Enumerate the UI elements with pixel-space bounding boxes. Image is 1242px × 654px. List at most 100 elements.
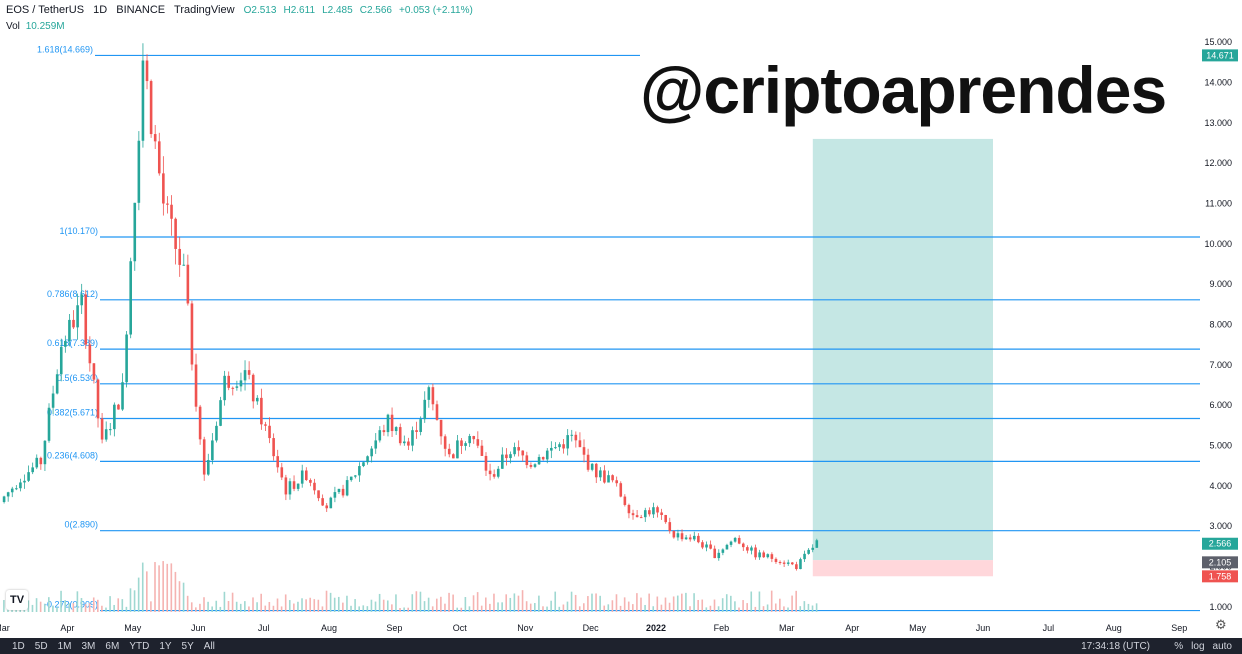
candle-body[interactable] <box>664 515 667 523</box>
candle-body[interactable] <box>558 444 561 448</box>
candle-body[interactable] <box>198 406 202 440</box>
candle-body[interactable] <box>10 488 14 493</box>
candle-body[interactable] <box>607 475 610 483</box>
candle-body[interactable] <box>537 457 541 465</box>
gear-icon[interactable]: ⚙ <box>1215 617 1227 632</box>
range-button-ytd[interactable]: YTD <box>129 641 150 652</box>
candle-body[interactable] <box>72 319 75 328</box>
candle-body[interactable] <box>280 467 284 478</box>
price-label-box[interactable] <box>1202 556 1238 569</box>
candle-body[interactable] <box>174 218 177 249</box>
candle-body[interactable] <box>31 467 34 473</box>
candle-body[interactable] <box>468 436 471 444</box>
candle-body[interactable] <box>435 404 439 420</box>
candle-body[interactable] <box>15 488 18 490</box>
candle-body[interactable] <box>541 457 545 460</box>
candle-body[interactable] <box>321 498 324 506</box>
candle-body[interactable] <box>529 465 533 467</box>
candle-body[interactable] <box>815 540 819 548</box>
candle-body[interactable] <box>790 562 794 565</box>
candle-body[interactable] <box>709 544 712 549</box>
candle-body[interactable] <box>80 294 83 306</box>
candle-body[interactable] <box>684 537 688 540</box>
candle-body[interactable] <box>648 510 651 515</box>
candle-body[interactable] <box>329 497 333 509</box>
candle-body[interactable] <box>456 440 459 459</box>
candle-body[interactable] <box>386 414 390 433</box>
candle-body[interactable] <box>762 552 766 558</box>
candle-body[interactable] <box>325 505 329 509</box>
long-position-stop-zone[interactable] <box>812 560 993 577</box>
candle-body[interactable] <box>795 564 798 570</box>
candle-body[interactable] <box>231 387 235 389</box>
candle-body[interactable] <box>296 483 300 489</box>
candle-body[interactable] <box>729 541 733 545</box>
candle-body[interactable] <box>635 515 639 518</box>
candle-body[interactable] <box>162 173 165 204</box>
candle-body[interactable] <box>599 470 602 478</box>
candle-body[interactable] <box>243 370 247 381</box>
candle-body[interactable] <box>513 447 516 455</box>
candle-body[interactable] <box>108 429 112 431</box>
candle-body[interactable] <box>680 533 684 540</box>
candle-body[interactable] <box>631 513 635 516</box>
candle-body[interactable] <box>615 480 618 484</box>
candle-body[interactable] <box>288 481 292 495</box>
candle-body[interactable] <box>782 562 786 564</box>
candle-body[interactable] <box>88 344 92 364</box>
candle-body[interactable] <box>713 548 716 559</box>
candle-body[interactable] <box>701 542 704 548</box>
candle-body[interactable] <box>100 418 104 440</box>
candle-body[interactable] <box>443 436 447 449</box>
candle-body[interactable] <box>133 202 137 262</box>
candle-body[interactable] <box>374 440 378 449</box>
candle-body[interactable] <box>672 530 676 538</box>
candle-body[interactable] <box>398 427 402 444</box>
candle-body[interactable] <box>623 496 627 505</box>
candle-body[interactable] <box>284 477 288 495</box>
candle-body[interactable] <box>431 387 435 405</box>
price-label-box[interactable] <box>1202 49 1238 62</box>
candle-body[interactable] <box>627 504 631 514</box>
candle-body[interactable] <box>594 463 598 478</box>
candle-body[interactable] <box>766 554 770 558</box>
candle-body[interactable] <box>554 447 557 449</box>
candle-body[interactable] <box>574 434 578 441</box>
interval[interactable]: 1D <box>93 4 108 16</box>
candle-body[interactable] <box>770 554 774 559</box>
price-axis[interactable] <box>1200 0 1242 638</box>
candle-body[interactable] <box>415 430 418 432</box>
candle-body[interactable] <box>619 483 623 497</box>
candle-body[interactable] <box>586 454 590 470</box>
candle-body[interactable] <box>358 466 361 476</box>
candle-body[interactable] <box>566 435 569 449</box>
tradingview-logo-icon[interactable]: TV <box>6 590 28 610</box>
candle-body[interactable] <box>276 456 280 468</box>
candle-body[interactable] <box>378 430 382 441</box>
candle-body[interactable] <box>166 203 169 205</box>
candle-body[interactable] <box>23 480 26 483</box>
candle-body[interactable] <box>411 430 414 446</box>
candle-body[interactable] <box>590 463 594 470</box>
candle-body[interactable] <box>705 544 708 548</box>
candle-body[interactable] <box>255 397 259 402</box>
range-button-1d[interactable]: 1D <box>12 641 25 652</box>
candle-body[interactable] <box>337 488 341 493</box>
candle-body[interactable] <box>643 510 647 518</box>
scale-option-percent[interactable]: % <box>1174 641 1184 652</box>
candle-body[interactable] <box>517 447 520 451</box>
candle-body[interactable] <box>6 492 10 497</box>
candle-body[interactable] <box>170 204 173 219</box>
candle-body[interactable] <box>382 430 386 433</box>
candle-body[interactable] <box>219 400 222 426</box>
candle-body[interactable] <box>403 441 406 444</box>
candle-body[interactable] <box>688 537 692 540</box>
candle-body[interactable] <box>803 553 806 560</box>
candle-body[interactable] <box>496 468 500 477</box>
candle-body[interactable] <box>137 140 141 203</box>
candle-body[interactable] <box>47 407 51 441</box>
range-button-3m[interactable]: 3M <box>81 641 96 652</box>
candle-body[interactable] <box>676 533 680 538</box>
candle-body[interactable] <box>721 549 725 553</box>
candle-body[interactable] <box>476 439 480 446</box>
